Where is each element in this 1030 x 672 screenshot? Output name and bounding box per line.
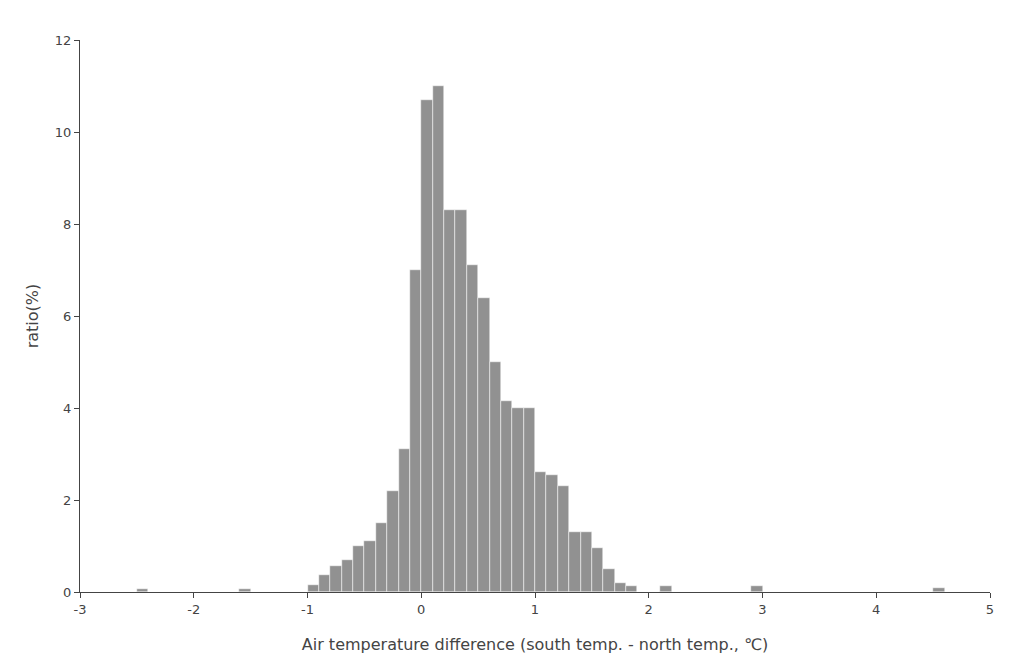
svg-text:-1: -1	[301, 602, 314, 617]
svg-text:12: 12	[55, 33, 72, 48]
svg-text:5: 5	[986, 602, 994, 617]
svg-text:4: 4	[63, 401, 71, 416]
svg-text:0: 0	[417, 602, 425, 617]
svg-text:0: 0	[63, 585, 71, 600]
svg-text:4: 4	[872, 602, 880, 617]
svg-text:Air temperature difference (so: Air temperature difference (south temp. …	[302, 635, 768, 654]
svg-text:-2: -2	[187, 602, 200, 617]
svg-text:10: 10	[55, 125, 72, 140]
svg-text:1: 1	[531, 602, 539, 617]
svg-text:-3: -3	[74, 602, 87, 617]
svg-text:8: 8	[63, 217, 71, 232]
svg-text:ratio(%): ratio(%)	[23, 284, 42, 349]
svg-text:2: 2	[645, 602, 653, 617]
svg-text:3: 3	[758, 602, 766, 617]
svg-text:6: 6	[63, 309, 71, 324]
svg-text:2: 2	[63, 493, 71, 508]
